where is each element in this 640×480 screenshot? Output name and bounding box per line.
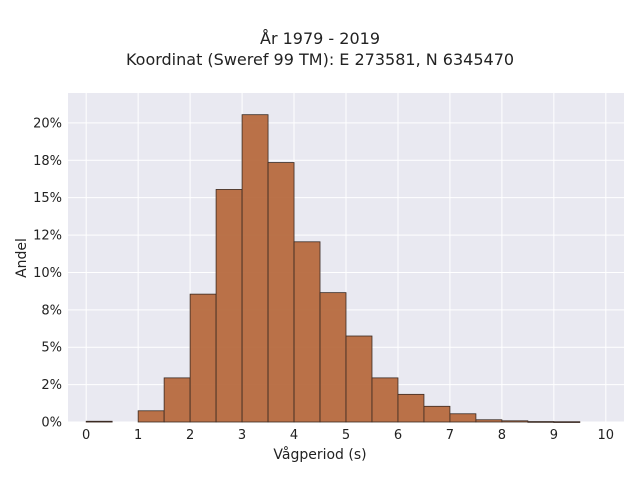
histogram-bar-12 xyxy=(397,393,425,423)
histogram-bar-16 xyxy=(501,420,529,423)
histogram-bar-10 xyxy=(345,335,373,423)
x-tick-label-7: 7 xyxy=(446,428,454,443)
chart-title-line2: Koordinat (Sweref 99 TM): E 273581, N 63… xyxy=(125,50,515,69)
histogram-bar-2 xyxy=(137,410,165,423)
histogram-bar-3 xyxy=(163,377,191,423)
x-tick-label-4: 4 xyxy=(290,428,298,443)
y-tick-label-8: 20% xyxy=(33,116,62,131)
chart-title: År 1979 - 2019 Koordinat (Sweref 99 TM):… xyxy=(0,28,640,70)
x-axis-label: Vågperiod (s) xyxy=(273,447,367,463)
y-tick-label-2: 5% xyxy=(41,341,62,356)
histogram-bar-13 xyxy=(423,405,451,423)
histogram-bar-8 xyxy=(293,241,321,423)
x-tick-label-1: 1 xyxy=(134,428,142,443)
x-tick-label-3: 3 xyxy=(238,428,246,443)
y-tick-label-0: 0% xyxy=(41,416,62,431)
histogram-bar-4 xyxy=(189,293,217,423)
y-axis-label: Andel xyxy=(14,238,30,278)
histogram-bar-9 xyxy=(319,292,347,423)
histogram-bar-0 xyxy=(85,420,113,423)
histogram-bar-6 xyxy=(241,114,269,423)
chart-title-line1: År 1979 - 2019 xyxy=(260,29,380,48)
x-tick-label-8: 8 xyxy=(498,428,506,443)
histogram-bar-18 xyxy=(553,421,581,423)
x-tick-label-9: 9 xyxy=(550,428,558,443)
y-tick-label-7: 18% xyxy=(33,154,62,169)
histogram-bar-17 xyxy=(527,421,555,423)
histogram-bar-5 xyxy=(215,189,243,423)
y-tick-label-1: 2% xyxy=(41,378,62,393)
histogram-bar-7 xyxy=(267,162,295,423)
histogram-bar-14 xyxy=(449,413,477,423)
x-tick-label-2: 2 xyxy=(186,428,194,443)
x-tick-label-10: 10 xyxy=(598,428,615,443)
y-tick-label-6: 15% xyxy=(33,191,62,206)
x-tick-label-5: 5 xyxy=(342,428,350,443)
y-tick-label-5: 12% xyxy=(33,229,62,244)
y-tick-label-4: 10% xyxy=(33,266,62,281)
histogram-bar-11 xyxy=(371,377,399,423)
x-tick-label-6: 6 xyxy=(394,428,402,443)
histogram-bar-15 xyxy=(475,419,503,423)
y-tick-label-3: 8% xyxy=(41,303,62,318)
x-tick-label-0: 0 xyxy=(82,428,90,443)
